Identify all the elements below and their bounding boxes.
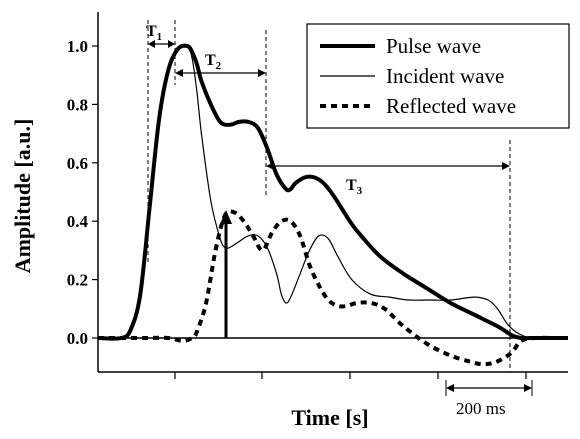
x-axis-title: Time [s] — [291, 405, 368, 430]
scale-bar-label: 200 ms — [456, 399, 506, 418]
y-tick-label: 0.6 — [67, 154, 88, 173]
y-tick-label: 0.4 — [67, 212, 89, 231]
series-line-reflected-wave — [97, 209, 568, 367]
t1-label: T1 — [146, 23, 162, 43]
t1-arrow — [148, 40, 175, 48]
legend-label-incident: Incident wave — [386, 64, 504, 88]
legend-label-reflected: Reflected wave — [386, 94, 516, 118]
peak-arrow — [220, 210, 232, 338]
scale-bar — [445, 380, 533, 396]
series-layer — [97, 43, 568, 367]
annotations: T1 T2 T3 200 ms — [146, 20, 533, 418]
t3-label: T3 — [346, 177, 363, 197]
y-tick-label: 0.0 — [67, 329, 88, 348]
t2-label: T2 — [205, 52, 222, 72]
t2-arrow — [175, 69, 266, 77]
series-line-pulse-wave — [97, 43, 568, 341]
y-axis-title: Amplitude [a.u.] — [10, 119, 35, 274]
y-tick-label: 1.0 — [67, 37, 88, 56]
legend-label-pulse: Pulse wave — [386, 34, 481, 58]
y-ticks: 0.0 0.2 0.4 0.6 0.8 1.0 — [67, 37, 98, 348]
y-tick-label: 0.8 — [67, 95, 88, 114]
y-tick-label: 0.2 — [67, 271, 88, 290]
t3-arrow — [266, 162, 510, 170]
x-ticks — [174, 372, 527, 379]
legend: Pulse wave Incident wave Reflected wave — [306, 23, 570, 129]
